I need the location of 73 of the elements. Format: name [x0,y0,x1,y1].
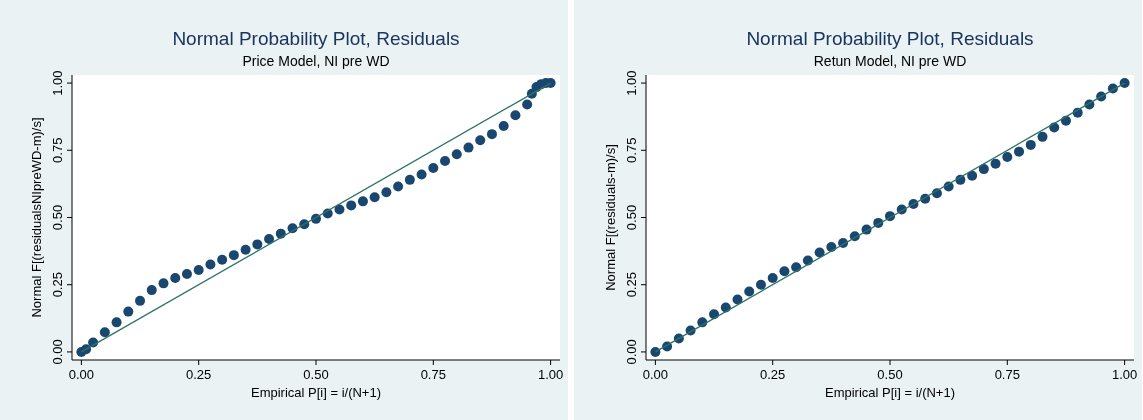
point [814,247,825,258]
point [486,129,497,140]
point [1002,152,1013,163]
point [170,273,181,283]
y-tick-label: 0.25 [50,272,65,298]
x-tick-label: 0.25 [186,367,212,382]
x-axis-title: Empirical P[i] = i/(N+1) [824,385,956,400]
x-tick-label: 0.25 [760,367,786,382]
point [522,99,533,110]
point [779,266,790,277]
y-tick-label: 0.50 [624,204,639,231]
point [510,110,521,121]
chart-title: Normal Probability Plot, Residuals [172,28,460,49]
point [205,259,216,270]
point [228,250,239,261]
point [193,264,204,275]
point [181,268,192,279]
y-tick-label: 1.00 [50,70,65,96]
point [123,306,134,317]
point [146,285,157,296]
y-tick-label: 0.50 [50,204,65,231]
y-tick-label: 0.00 [50,339,65,365]
point [1037,131,1048,142]
point [498,121,509,132]
x-tick-label: 0.50 [303,367,329,382]
y-tick-label: 0.75 [624,137,639,163]
chart-title: Normal Probability Plot, Residuals [746,28,1034,49]
point [990,158,1001,169]
point [767,273,778,283]
point [135,295,146,306]
point [463,142,474,153]
point [158,278,169,289]
x-tick-label: 0.75 [994,367,1020,382]
point [1014,146,1025,157]
point [967,170,978,181]
chart-subtitle: Retun Model, NI pre WD [813,53,967,69]
x-tick-label: 1.00 [537,367,564,382]
point [357,196,368,207]
point [1119,78,1130,89]
point [744,286,755,297]
y-axis-title: Normal F[(residuals-m)/s] [603,144,618,291]
x-tick-label: 1.00 [1111,367,1138,382]
point [111,317,122,328]
point [451,149,462,160]
point [264,234,275,245]
point [475,135,486,146]
point [252,239,263,250]
point [404,174,415,185]
y-tick-label: 0.25 [624,272,639,298]
y-axis-title: Normal F[(residualsNIpreWD-m)/s] [29,117,44,318]
point [381,187,392,198]
point [440,156,451,167]
x-tick-label: 0.75 [420,367,446,382]
x-axis-title: Empirical P[i] = i/(N+1) [250,385,382,400]
x-tick-label: 0.00 [642,367,669,382]
y-tick-label: 0.75 [50,137,65,163]
point [755,279,766,290]
point [369,192,380,203]
x-tick-label: 0.00 [68,367,95,382]
y-tick-label: 0.00 [624,339,639,365]
point [393,181,404,192]
chart-subtitle: Price Model, NI pre WD [242,53,390,69]
point [416,169,427,180]
point [1025,139,1036,150]
y-tick-label: 1.00 [624,70,639,96]
point [428,163,439,174]
point [217,254,228,265]
point [978,164,989,175]
point [240,244,251,255]
point [650,346,661,357]
point [346,200,357,211]
x-tick-label: 0.50 [877,367,903,382]
point [99,327,110,338]
